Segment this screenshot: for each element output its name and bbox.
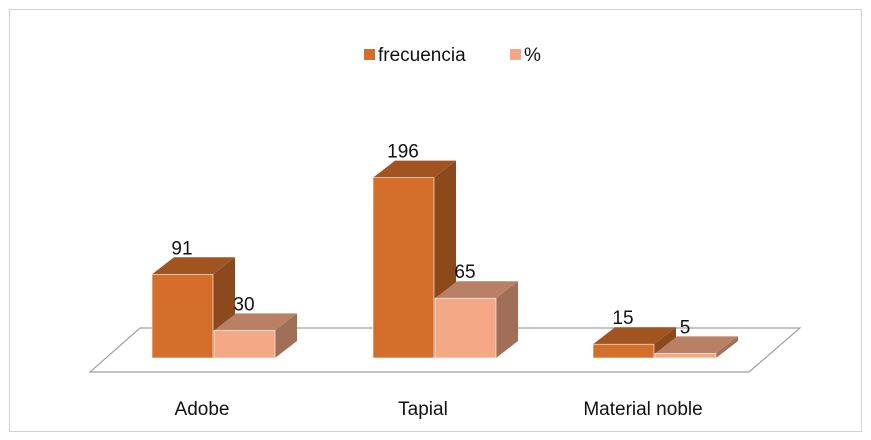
bar-front — [592, 343, 655, 359]
x-tick-label: Material noble — [583, 399, 702, 420]
data-label: 65 — [454, 262, 475, 283]
bar-side — [716, 336, 738, 358]
bar-side — [275, 313, 297, 358]
x-tick-label: Adobe — [175, 399, 230, 420]
legend-swatch — [364, 49, 375, 60]
data-label: 5 — [680, 317, 691, 338]
bar — [434, 281, 518, 359]
bar-top — [373, 160, 456, 178]
bar-front — [654, 353, 717, 359]
bar-front — [213, 330, 276, 359]
data-label: 30 — [233, 294, 254, 315]
bar-side — [496, 281, 518, 358]
data-label: 91 — [171, 238, 192, 259]
data-label: 196 — [387, 142, 419, 163]
bar-front — [151, 273, 214, 359]
bar-top — [655, 336, 738, 354]
legend-label: % — [524, 45, 541, 66]
bar-top — [435, 281, 518, 299]
bar-front — [372, 177, 435, 359]
bar-top — [152, 257, 235, 275]
legend-swatch — [510, 49, 521, 60]
bar — [654, 336, 738, 359]
bar — [213, 313, 297, 359]
data-label: 15 — [612, 308, 633, 329]
legend-label: frecuencia — [378, 45, 466, 66]
bar-top — [593, 327, 676, 345]
bar-top — [214, 313, 297, 331]
bar-front — [434, 297, 497, 359]
x-tick-label: Tapial — [398, 399, 448, 420]
